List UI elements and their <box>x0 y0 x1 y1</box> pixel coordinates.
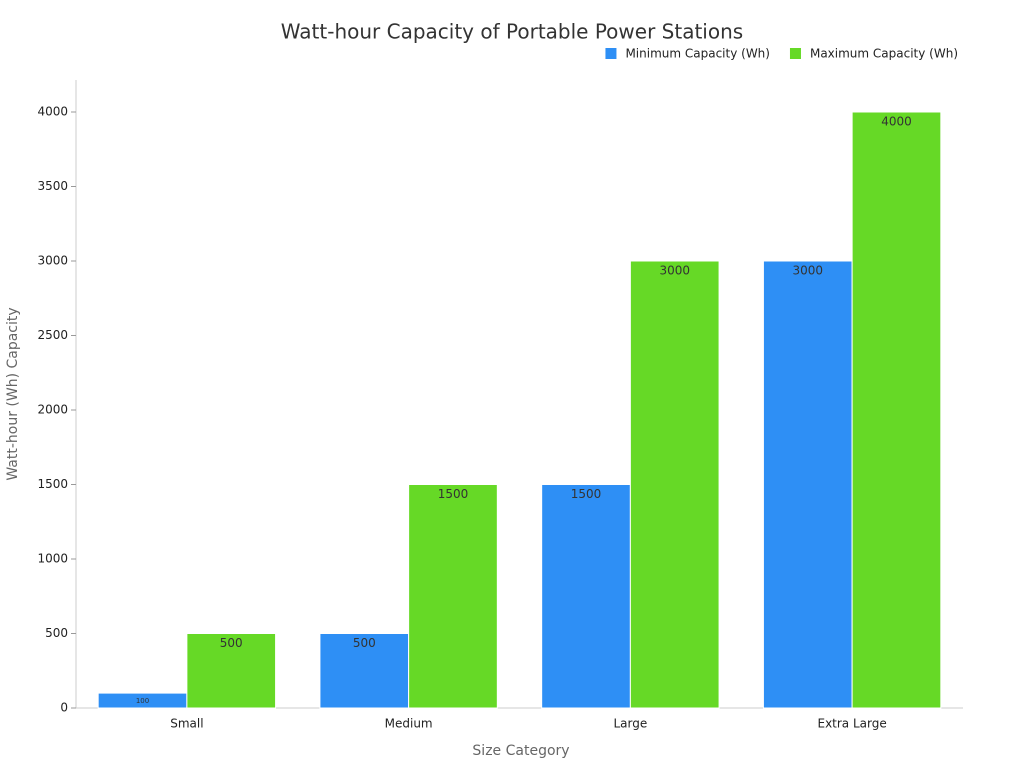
chart-title: Watt-hour Capacity of Portable Power Sta… <box>281 20 743 44</box>
y-tick-label: 1500 <box>37 477 68 491</box>
y-tick-label: 0 <box>60 701 68 715</box>
data-label: 4000 <box>881 115 912 129</box>
y-tick-label: 1000 <box>37 552 68 566</box>
legend-swatch <box>605 48 617 59</box>
data-label: 500 <box>353 636 376 650</box>
x-tick-label: Small <box>170 717 203 731</box>
bar <box>186 633 277 709</box>
legend-label: Maximum Capacity (Wh) <box>810 47 958 61</box>
y-tick-label: 3000 <box>37 254 68 268</box>
data-label: 1500 <box>438 487 469 501</box>
y-tick-label: 3500 <box>37 179 68 193</box>
y-tick-label: 2500 <box>37 328 68 342</box>
data-label: 500 <box>220 636 243 650</box>
bar <box>762 260 853 709</box>
bar <box>541 484 631 709</box>
legend-label: Minimum Capacity (Wh) <box>625 47 770 61</box>
bar <box>408 484 498 709</box>
data-label: 3000 <box>659 264 690 278</box>
y-tick-label: 2000 <box>37 403 68 417</box>
data-label: 1500 <box>571 487 602 501</box>
y-tick-label: 4000 <box>37 105 68 119</box>
data-label: 3000 <box>793 264 824 278</box>
x-axis-title: Size Category <box>472 743 569 759</box>
data-label: 100 <box>136 697 149 705</box>
y-tick-label: 500 <box>45 626 68 640</box>
y-axis-title: Watt-hour (Wh) Capacity <box>5 307 21 480</box>
x-tick-label: Large <box>613 717 647 731</box>
bar <box>629 260 720 709</box>
x-tick-label: Extra Large <box>817 717 886 731</box>
bar <box>851 111 942 709</box>
x-tick-label: Medium <box>385 717 433 731</box>
legend-swatch <box>789 48 801 59</box>
